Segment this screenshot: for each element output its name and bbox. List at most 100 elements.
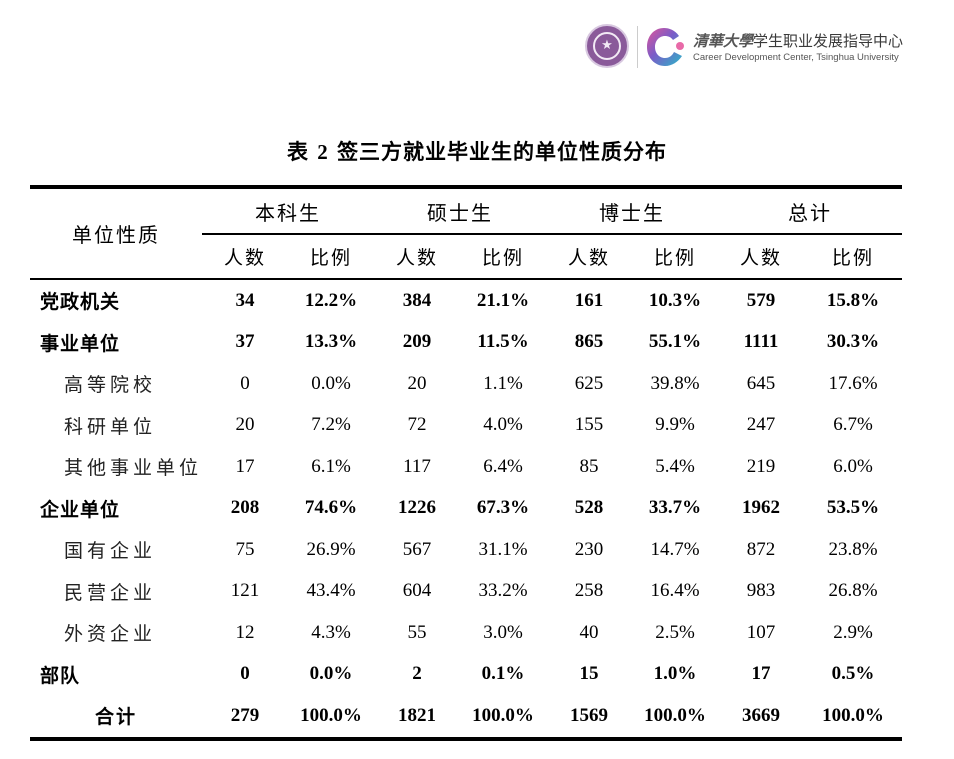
table-row: 国有企业 75 26.9% 567 31.1% 230 14.7% 872 23… <box>30 529 902 571</box>
cell: 67.3% <box>476 497 530 519</box>
row-label: 高等院校 <box>64 374 157 397</box>
table-row: 事业单位 37 13.3% 209 11.5% 865 55.1% 1111 3… <box>30 322 902 364</box>
title-prefix: 表 <box>286 139 309 164</box>
cell: 6.7% <box>833 414 873 436</box>
table-row: 科研单位 20 7.2% 72 4.0% 155 9.9% 247 6.7% <box>30 405 902 447</box>
cell: 2 <box>412 663 422 685</box>
cell: 75 <box>235 538 255 560</box>
cell: 20 <box>235 414 255 436</box>
cell: 6.1% <box>311 455 351 477</box>
cell: 31.1% <box>478 538 528 560</box>
sub-header: 比例 <box>804 233 902 280</box>
cell: 10.3% <box>648 289 702 311</box>
cell: 16.4% <box>650 580 700 602</box>
cell: 17 <box>235 455 255 477</box>
row-label: 科研单位 <box>64 415 157 438</box>
cell: 100.0% <box>288 695 374 741</box>
cell: 26.8% <box>828 580 878 602</box>
row-label: 国有企业 <box>64 540 157 563</box>
cell: 1821 <box>374 695 460 741</box>
header-logos: ★ 清華大學学生职业发展指导中心 Career Development Cent… <box>583 22 913 72</box>
group-total: 总计 <box>788 200 832 225</box>
group-master: 硕士生 <box>427 200 493 225</box>
table-row: 民营企业 121 43.4% 604 33.2% 258 16.4% 983 2… <box>30 571 902 613</box>
cell: 40 <box>579 621 599 643</box>
cell: 209 <box>402 331 432 353</box>
table-row: 高等院校 0 0.0% 20 1.1% 625 39.8% 645 17.6% <box>30 363 902 405</box>
cell: 72 <box>407 414 427 436</box>
cell: 528 <box>574 497 604 519</box>
cell: 155 <box>574 414 604 436</box>
cell: 1962 <box>742 497 780 519</box>
career-center-c-logo-icon <box>647 28 684 66</box>
cell: 37 <box>235 331 255 353</box>
org-name-cn: 清華大學学生职业发展指导中心 <box>693 30 903 51</box>
cell: 1111 <box>743 331 779 353</box>
cell: 5.4% <box>655 455 695 477</box>
cell: 107 <box>746 621 776 643</box>
cell: 12.2% <box>304 289 358 311</box>
cell: 20 <box>407 372 427 394</box>
cell: 55 <box>407 621 427 643</box>
table-title: 表 2 签三方就业毕业生的单位性质分布 <box>0 136 954 166</box>
cell: 247 <box>746 414 776 436</box>
row-label: 事业单位 <box>40 332 121 355</box>
cell: 567 <box>402 538 432 560</box>
cell: 23.8% <box>828 538 878 560</box>
table-row: 党政机关 34 12.2% 384 21.1% 161 10.3% 579 15… <box>30 279 902 322</box>
cell: 161 <box>574 289 604 311</box>
cell: 2.9% <box>833 621 873 643</box>
cell: 33.2% <box>478 580 528 602</box>
cell: 6.4% <box>483 455 523 477</box>
cell: 1226 <box>398 497 436 519</box>
cell: 33.7% <box>648 497 702 519</box>
cell: 100.0% <box>804 695 902 741</box>
table-row: 企业单位 208 74.6% 1226 67.3% 528 33.7% 1962… <box>30 488 902 530</box>
sub-header: 比例 <box>632 233 718 280</box>
cell: 579 <box>746 289 776 311</box>
cell: 100.0% <box>632 695 718 741</box>
cell: 0 <box>240 663 250 685</box>
cell: 872 <box>746 538 776 560</box>
cell: 0.0% <box>311 372 351 394</box>
cell: 100.0% <box>460 695 546 741</box>
cell: 1.1% <box>483 372 523 394</box>
org-name-script: 清華大學 <box>693 32 754 50</box>
cell: 625 <box>574 372 604 394</box>
cell: 15.8% <box>826 289 880 311</box>
row-label: 外资企业 <box>64 623 157 646</box>
table-row: 其他事业单位 17 6.1% 117 6.4% 85 5.4% 219 6.0% <box>30 446 902 488</box>
cell: 7.2% <box>311 414 351 436</box>
cell: 1569 <box>546 695 632 741</box>
cell: 4.3% <box>311 621 351 643</box>
table-row: 外资企业 12 4.3% 55 3.0% 40 2.5% 107 2.9% <box>30 612 902 654</box>
cell: 0.1% <box>481 663 525 685</box>
university-seal-icon: ★ <box>585 24 629 68</box>
cell: 30.3% <box>826 331 880 353</box>
cell: 17.6% <box>828 372 878 394</box>
cell: 645 <box>746 372 776 394</box>
row-label: 部队 <box>40 664 81 687</box>
distribution-table: 单位性质 本科生 硕士生 博士生 总计 人数 比例 人数 比例 人数 比例 人数… <box>30 185 902 741</box>
cell: 117 <box>403 455 431 477</box>
cell: 74.6% <box>304 497 358 519</box>
sub-header: 人数 <box>202 233 288 280</box>
cell: 39.8% <box>650 372 700 394</box>
row-label: 其他事业单位 <box>64 457 203 480</box>
total-label: 合计 <box>30 695 202 741</box>
cell: 230 <box>574 538 604 560</box>
sub-header: 人数 <box>374 233 460 280</box>
cell: 0.5% <box>831 663 875 685</box>
sub-header: 比例 <box>288 233 374 280</box>
cell: 604 <box>402 580 432 602</box>
cell: 2.5% <box>655 621 695 643</box>
cell: 0 <box>240 372 250 394</box>
title-number: 2 <box>317 140 329 164</box>
cell: 15 <box>579 663 599 685</box>
cell: 4.0% <box>483 414 523 436</box>
sub-header: 人数 <box>546 233 632 280</box>
cell: 384 <box>402 289 432 311</box>
cell: 53.5% <box>826 497 880 519</box>
cell: 219 <box>746 455 776 477</box>
cell: 3.0% <box>483 621 523 643</box>
